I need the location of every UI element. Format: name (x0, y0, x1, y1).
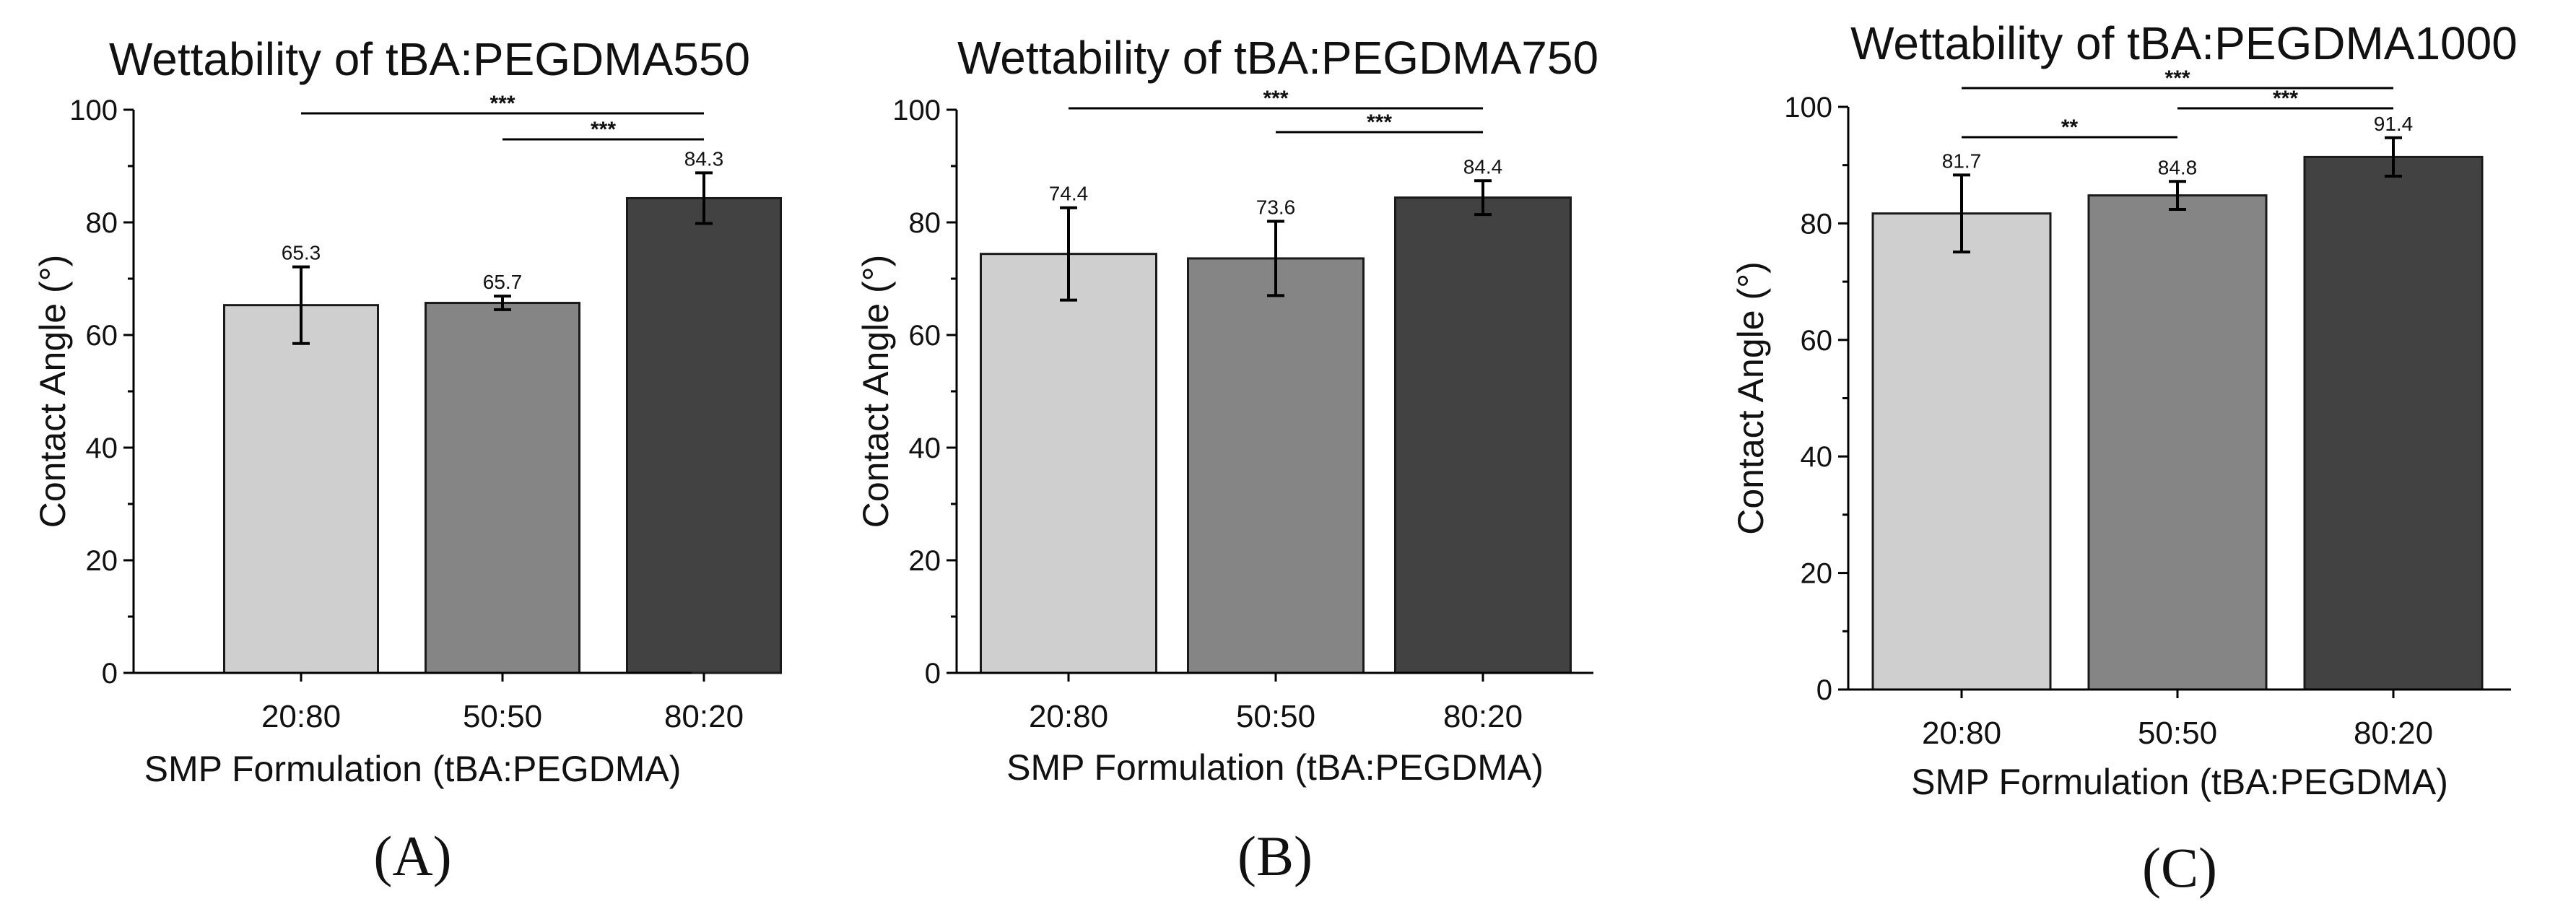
chart-title: Wettability of tBA:PEGDMA550 (109, 33, 750, 85)
y-tick-label: 80 (909, 207, 941, 239)
y-axis-label: Contact Angle (°) (1731, 261, 1771, 535)
error-bar (292, 265, 310, 345)
y-axis-label: Contact Angle (°) (856, 255, 896, 529)
y-tick-label: 0 (102, 658, 118, 690)
y-tick-label: 60 (86, 320, 118, 352)
x-tick-label: 80:20 (2354, 716, 2433, 751)
x-axis-label: SMP Formulation (tBA:PEGDMA) (144, 749, 682, 789)
y-tick-label: 20 (86, 545, 118, 577)
chart-title: Wettability of tBA:PEGDMA1000 (1850, 17, 2518, 69)
error-bar (1474, 179, 1492, 217)
y-tick-label: 40 (909, 432, 941, 464)
chart-panel-1: Wettability of tBA:PEGDMA550 65.3 65.7 84.3… (32, 33, 782, 887)
chart-panel-2: Wettability of tBA:PEGDMA750 74.4 73.6 84.4… (856, 32, 1598, 887)
data-label: 84.4 (1463, 155, 1503, 178)
panel-label: (A) (373, 825, 451, 887)
bar-80-20 (2303, 155, 2484, 691)
significance-label: *** (1263, 87, 1288, 110)
data-label: 81.7 (1942, 149, 1982, 172)
bar-20-80 (1871, 212, 2052, 691)
bar-80-20 (626, 196, 782, 674)
significance-label: *** (2164, 66, 2190, 90)
y-tick-label: 0 (925, 658, 941, 690)
error-bar (494, 295, 511, 311)
error-bar (1267, 219, 1284, 297)
x-axis-label: SMP Formulation (tBA:PEGDMA) (1006, 747, 1544, 788)
bar-80-20 (1394, 196, 1572, 674)
panel-label: (B) (1237, 825, 1313, 887)
data-label: 65.3 (282, 242, 321, 264)
bar-50-50 (2087, 194, 2268, 691)
y-tick-label: 100 (892, 95, 941, 126)
panel-label: (C) (2142, 836, 2217, 899)
data-label: 84.3 (684, 147, 724, 170)
x-tick-label: 80:20 (1443, 699, 1523, 734)
x-tick-label: 20:80 (1029, 699, 1108, 734)
bar-20-80 (223, 304, 379, 674)
y-tick-label: 40 (1801, 441, 1833, 473)
x-tick-label: 20:80 (1922, 716, 2001, 751)
y-tick-label: 20 (1801, 558, 1833, 590)
y-tick-label: 20 (909, 545, 941, 577)
y-tick-label: 80 (86, 207, 118, 239)
x-tick-label: 50:50 (2138, 716, 2217, 751)
error-bar (695, 171, 713, 225)
y-tick-label: 60 (1801, 325, 1833, 357)
data-label: 73.6 (1256, 196, 1296, 218)
error-bar (1060, 206, 1077, 302)
y-tick-label: 80 (1801, 208, 1833, 240)
data-label: 74.4 (1049, 183, 1089, 205)
y-tick-label: 60 (909, 320, 941, 352)
data-label: 84.8 (2158, 156, 2198, 178)
bar-50-50 (1187, 257, 1365, 674)
bar-20-80 (980, 253, 1157, 674)
significance-label: ** (2061, 116, 2079, 139)
significance-label: *** (591, 118, 616, 142)
error-bar (1953, 173, 1970, 253)
y-tick-label: 40 (86, 432, 118, 464)
bar-50-50 (425, 302, 580, 674)
y-axis-label: Contact Angle (°) (32, 255, 73, 529)
chart-panel-3: Wettability of tBA:PEGDMA1000 81.7 84.8 91.… (1731, 17, 2518, 899)
error-bar (2169, 180, 2186, 212)
significance-label: *** (2273, 87, 2298, 110)
x-tick-label: 20:80 (261, 699, 341, 734)
x-tick-label: 50:50 (1236, 699, 1315, 734)
significance-label: *** (1367, 110, 1392, 134)
significance-label: *** (489, 92, 515, 116)
data-label: 65.7 (483, 271, 523, 293)
chart-title: Wettability of tBA:PEGDMA750 (957, 32, 1598, 84)
y-tick-label: 100 (69, 95, 118, 126)
x-tick-label: 50:50 (463, 699, 542, 734)
error-bar (2385, 136, 2402, 178)
x-tick-label: 80:20 (664, 699, 744, 734)
x-axis-label: SMP Formulation (tBA:PEGDMA) (1911, 762, 2448, 802)
y-tick-label: 0 (1816, 674, 1832, 706)
data-label: 91.4 (2374, 113, 2414, 135)
y-tick-label: 100 (1784, 92, 1832, 123)
